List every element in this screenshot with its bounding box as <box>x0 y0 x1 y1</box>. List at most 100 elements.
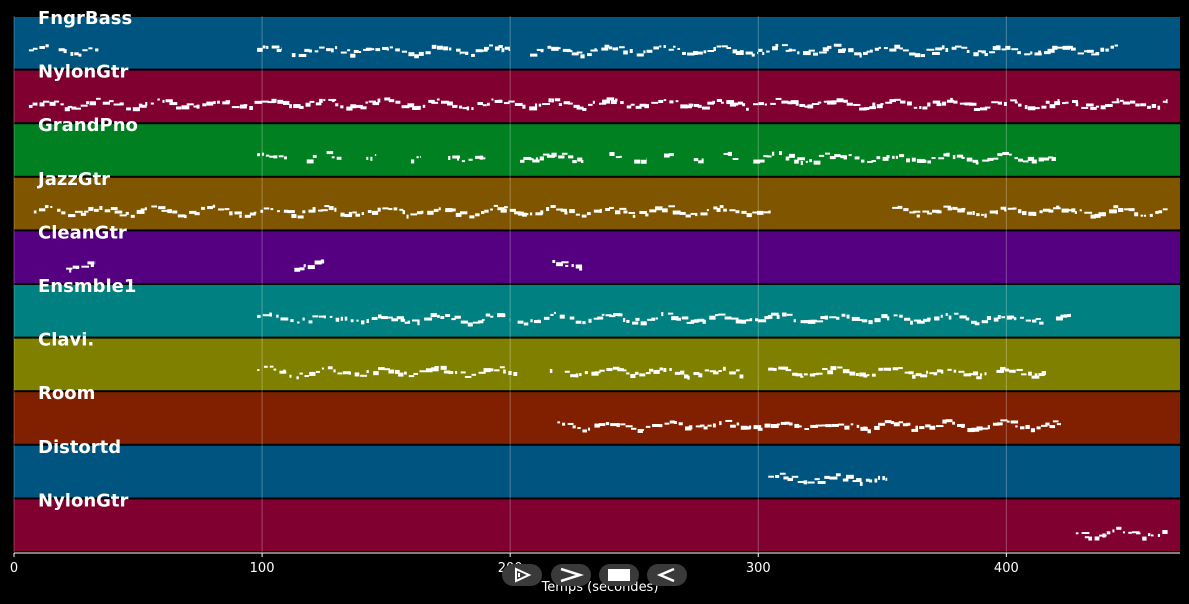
note <box>651 101 659 104</box>
play-button[interactable] <box>502 564 542 586</box>
note <box>900 100 906 104</box>
note-segment <box>28 44 49 52</box>
note <box>298 53 307 57</box>
forward-button[interactable] <box>551 564 591 586</box>
note <box>678 422 683 426</box>
note <box>798 425 802 428</box>
note <box>784 421 790 425</box>
note <box>785 49 790 52</box>
note <box>620 101 624 105</box>
note <box>695 214 698 217</box>
note-segment <box>517 311 565 326</box>
note <box>878 367 883 371</box>
track-band <box>14 499 1180 551</box>
note <box>788 153 795 158</box>
note <box>1117 208 1124 213</box>
note <box>370 156 373 161</box>
note <box>257 314 261 318</box>
note <box>499 366 505 369</box>
note <box>701 158 704 161</box>
note <box>373 371 379 376</box>
note <box>849 371 856 376</box>
note <box>768 367 774 371</box>
back-button[interactable] <box>647 564 687 586</box>
note <box>698 373 703 378</box>
note <box>493 204 499 207</box>
note <box>941 369 944 374</box>
note <box>378 367 385 371</box>
note <box>594 423 600 428</box>
note <box>440 315 445 319</box>
note <box>799 103 806 107</box>
note <box>1030 428 1036 433</box>
note <box>732 49 738 54</box>
note <box>479 155 484 160</box>
note <box>299 267 305 271</box>
note <box>267 101 275 104</box>
note <box>1071 208 1076 213</box>
note <box>721 45 728 48</box>
note <box>593 209 601 213</box>
note <box>882 476 885 481</box>
note <box>249 105 253 110</box>
note-segment <box>366 154 377 161</box>
note <box>1025 424 1030 429</box>
note <box>1006 315 1012 320</box>
note <box>406 214 409 219</box>
note <box>1012 369 1016 373</box>
note <box>989 51 996 54</box>
note <box>28 49 34 52</box>
note <box>614 210 621 215</box>
note-segment <box>257 45 282 53</box>
note <box>567 50 573 53</box>
note <box>871 373 876 377</box>
note <box>1098 212 1106 217</box>
note <box>719 421 722 426</box>
note <box>1021 373 1027 376</box>
note <box>925 424 931 428</box>
note <box>836 316 840 320</box>
note-segment <box>291 44 461 59</box>
note <box>810 424 819 428</box>
note <box>366 319 370 324</box>
note <box>400 318 406 322</box>
note <box>763 211 770 214</box>
note <box>835 473 841 477</box>
triangle-left-icon <box>656 567 675 583</box>
note <box>720 101 724 104</box>
note <box>830 366 837 371</box>
note <box>1131 531 1140 534</box>
note <box>827 370 833 375</box>
note <box>735 50 744 55</box>
note <box>950 97 953 102</box>
note <box>1049 104 1056 109</box>
note <box>792 49 796 52</box>
note <box>262 314 270 317</box>
note <box>910 320 913 325</box>
note <box>110 207 118 211</box>
note <box>465 52 469 55</box>
note <box>701 106 710 110</box>
note <box>776 423 780 426</box>
note <box>84 210 89 213</box>
note <box>455 212 462 217</box>
stop-button[interactable] <box>599 564 639 586</box>
note <box>28 104 33 108</box>
note <box>878 475 881 480</box>
note <box>281 47 282 51</box>
note <box>984 53 988 57</box>
note <box>612 47 619 51</box>
note <box>262 45 266 49</box>
note <box>87 261 95 265</box>
note <box>954 312 959 315</box>
note <box>1081 532 1090 535</box>
note <box>352 211 357 214</box>
note <box>813 160 821 165</box>
note <box>700 212 708 216</box>
note <box>1038 373 1045 377</box>
note <box>1042 208 1051 212</box>
note <box>416 156 419 159</box>
note <box>715 314 719 317</box>
note <box>1106 531 1111 535</box>
note <box>981 213 984 216</box>
